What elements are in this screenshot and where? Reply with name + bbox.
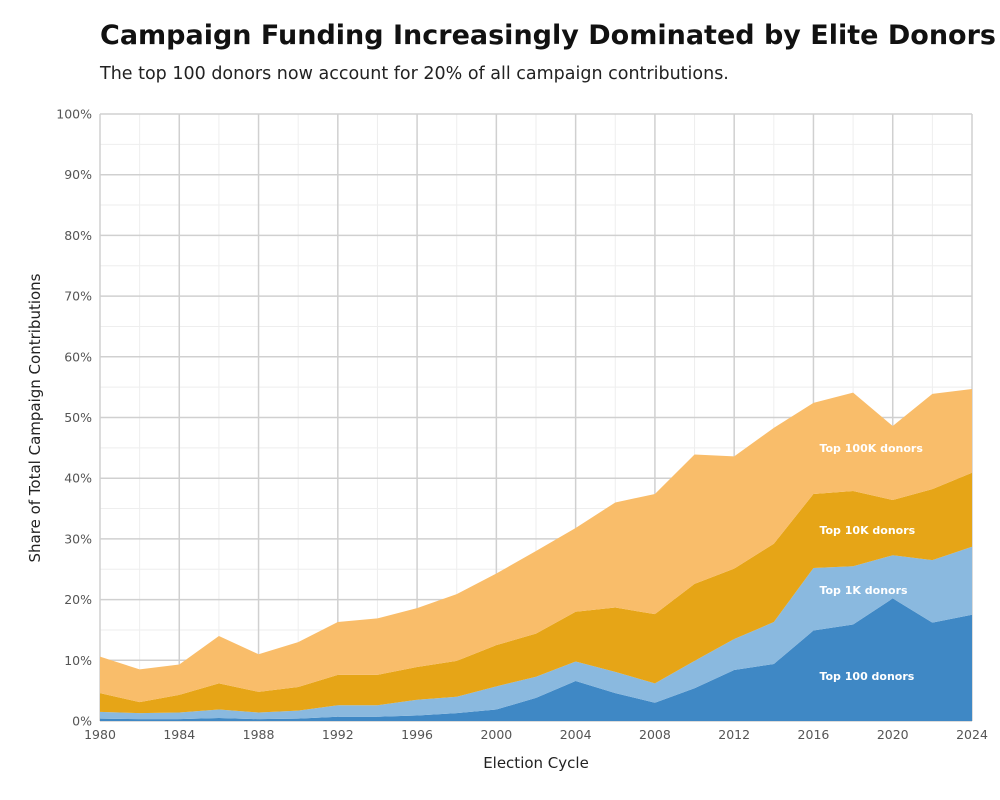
area-top-100-donors [100,598,972,721]
y-tick-label: 70% [64,289,92,304]
y-tick-label: 30% [64,531,92,546]
x-tick-label: 2024 [956,727,988,742]
series-label-top-1k-donors: Top 1K donors [819,584,908,597]
x-tick-label: 2020 [877,727,909,742]
x-tick-label: 1996 [401,727,433,742]
series-label-top-100-donors: Top 100 donors [819,670,914,683]
x-tick-label: 2016 [798,727,830,742]
chart-title: Campaign Funding Increasingly Dominated … [100,20,996,51]
x-tick-label: 1984 [163,727,195,742]
x-tick-label: 2004 [560,727,592,742]
y-axis-title: Share of Total Campaign Contributions [26,273,44,562]
y-axis-ticks: 0% 10% 20% 30% 40% 50% 60% 70% 80% 90% 100% [56,107,92,729]
area-series [100,388,972,721]
area-top-100k-donors [100,388,972,703]
area-top-10k-donors [100,472,972,714]
area-top-1k-donors [100,546,972,720]
x-tick-label: 1992 [322,727,354,742]
x-tick-label: 2000 [480,727,512,742]
x-tick-label: 2012 [718,727,750,742]
x-tick-label: 1980 [84,727,116,742]
x-tick-label: 1988 [243,727,275,742]
y-tick-label: 100% [56,107,92,122]
y-tick-label: 50% [64,410,92,425]
y-tick-label: 60% [64,349,92,364]
series-labels: Top 100 donors Top 1K donors Top 10K donor… [819,442,923,683]
y-tick-label: 80% [64,228,92,243]
y-tick-label: 90% [64,167,92,182]
y-tick-label: 10% [64,653,92,668]
y-tick-label: 40% [64,471,92,486]
x-axis-title: Election Cycle [483,754,589,772]
y-tick-label: 20% [64,592,92,607]
series-label-top-10k-donors: Top 10K donors [819,524,915,537]
x-axis-ticks: 1980 1984 1988 1992 1996 2000 2004 2008 2012 2016… [84,727,988,742]
series-label-top-100k-donors: Top 100K donors [819,442,923,455]
chart-subtitle: The top 100 donors now account for 20% o… [100,64,729,84]
y-tick-label: 0% [72,714,92,729]
x-tick-label: 2008 [639,727,671,742]
